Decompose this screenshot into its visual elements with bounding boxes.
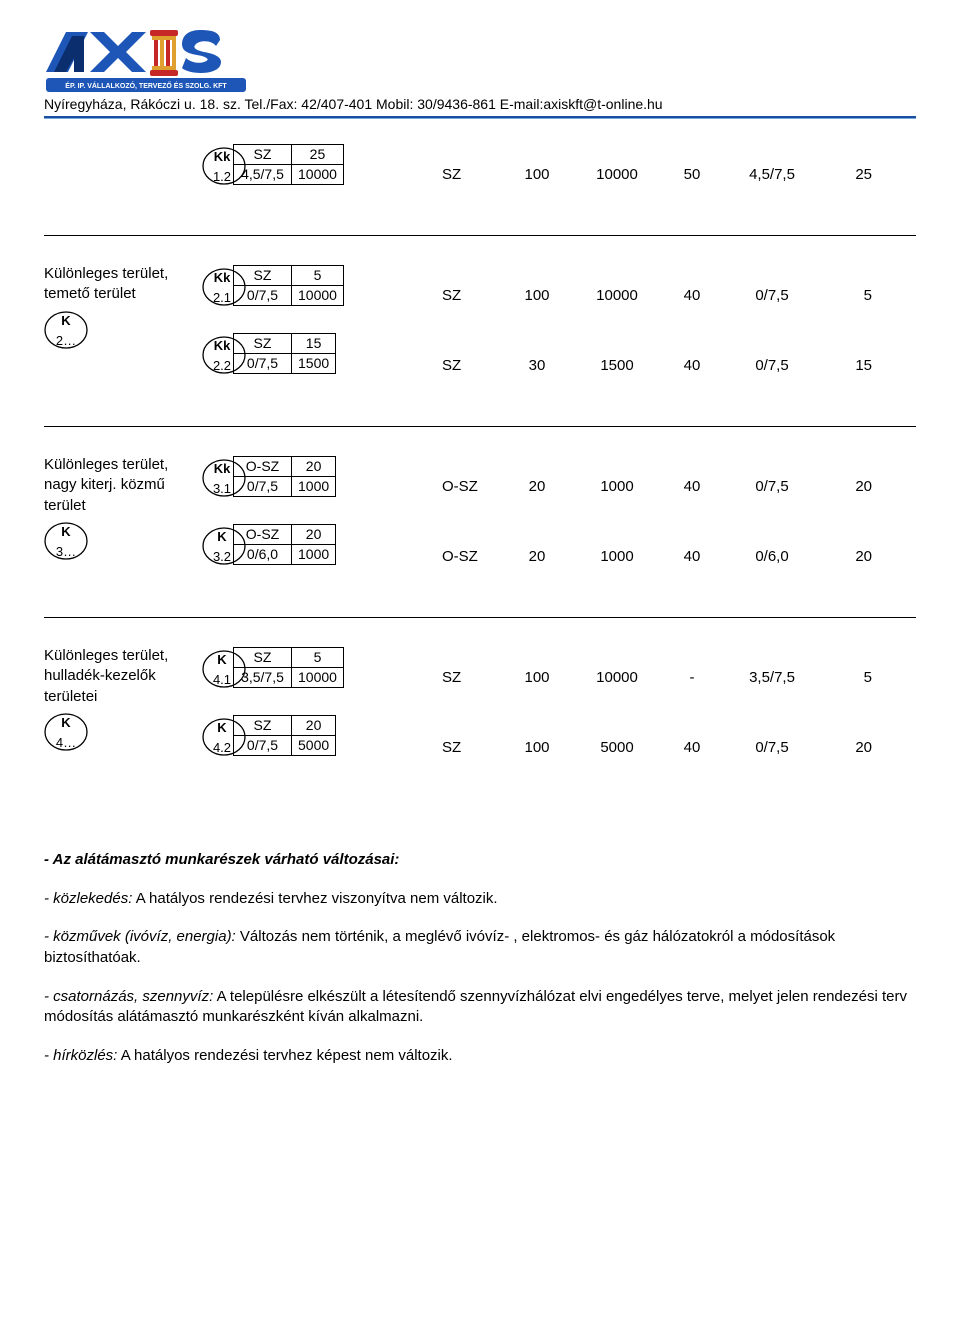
lens-top: K	[202, 720, 242, 735]
block-diagram-col: K4.1SZ53,5/7,510000K4.2SZ200/7,55000	[202, 646, 412, 756]
logo: ÉP. IP. VÁLLALKOZÓ, TERVEZŐ ÉS SZOLG. KF…	[44, 28, 916, 94]
data-row: O-SZ201000400/6,020	[442, 525, 916, 587]
lens-bottom: 1.2	[202, 169, 242, 184]
lens-top: K	[202, 529, 242, 544]
block-diagram-col: Kk3.1O-SZ200/7,51000K3.2O-SZ200/6,01000	[202, 455, 412, 565]
lens-top: K	[44, 524, 88, 539]
lens-top: K	[44, 313, 88, 328]
mini-diagram: Kk2.2SZ150/7,51500	[202, 332, 412, 374]
lens-bottom: 3…	[44, 544, 88, 559]
lens-top: K	[44, 715, 88, 730]
block-data-col: SZ10010000504,5/7,525	[442, 143, 916, 213]
block-diagram-col: Kk1.2SZ254,5/7,510000	[202, 143, 412, 185]
lens-top: K	[202, 652, 242, 667]
mini-diagram: Kk3.1O-SZ200/7,51000	[202, 455, 412, 497]
data-row: SZ10010000504,5/7,525	[442, 143, 916, 205]
prose-p3: - csatornázás, szennyvíz: A településre …	[44, 987, 916, 1028]
data-row: SZ301500400/7,515	[442, 334, 916, 396]
data-row: SZ1005000400/7,520	[442, 716, 916, 778]
lens-bottom: 4.2	[202, 740, 242, 755]
lens-bottom: 2.2	[202, 358, 242, 373]
content-block: Különleges terület, nagy kiterj. közmű t…	[44, 455, 916, 618]
mini-diagram: K4.1SZ53,5/7,510000	[202, 646, 412, 688]
lens-bottom: 3.2	[202, 549, 242, 564]
svg-text:ÉP. IP. VÁLLALKOZÓ, TERVEZŐ ÉS: ÉP. IP. VÁLLALKOZÓ, TERVEZŐ ÉS SZOLG. KF…	[65, 81, 227, 90]
mini-diagram: Kk1.2SZ254,5/7,510000	[202, 143, 412, 185]
content-block: Különleges terület, temető terület K 2… Kk 2…	[44, 264, 916, 427]
prose-section: - Az alátámasztó munkarészek várható vál…	[44, 850, 916, 1067]
mini-diagram: K4.2SZ200/7,55000	[202, 714, 412, 756]
data-row: O-SZ201000400/7,520	[442, 455, 916, 517]
block-description-col: Különleges terület, nagy kiterj. közmű t…	[44, 455, 172, 560]
block-data-col: O-SZ201000400/7,520 O-SZ201000400/6,020	[442, 455, 916, 595]
prose-p1: - közlekedés: A hatályos rendezési tervh…	[44, 889, 916, 910]
block-diagram-col: Kk2.1SZ50/7,510000Kk2.2SZ150/7,51500	[202, 264, 412, 374]
lens-top: Kk	[202, 461, 242, 476]
lens-bottom: 4…	[44, 735, 88, 750]
data-row: SZ10010000400/7,55	[442, 264, 916, 326]
block-data-col: SZ10010000400/7,55 SZ301500400/7,515	[442, 264, 916, 404]
axis-logo-svg: ÉP. IP. VÁLLALKOZÓ, TERVEZŐ ÉS SZOLG. KF…	[44, 28, 254, 94]
contact-line: Nyíregyháza, Rákóczi u. 18. sz. Tel./Fax…	[44, 96, 916, 112]
block-description: Különleges terület, hulladék-kezelők ter…	[44, 646, 172, 707]
lens-top: Kk	[202, 149, 242, 164]
content-block: Különleges terület, hulladék-kezelők ter…	[44, 646, 916, 808]
lens-bottom: 2.1	[202, 290, 242, 305]
mini-diagram: Kk2.1SZ50/7,510000	[202, 264, 412, 306]
prose-heading: - Az alátámasztó munkarészek várható vál…	[44, 850, 916, 871]
prose-p4: - hírközlés: A hatályos rendezési tervhe…	[44, 1046, 916, 1067]
block-description-col: Különleges terület, hulladék-kezelők ter…	[44, 646, 172, 751]
block-description: Különleges terület, temető terület	[44, 264, 172, 305]
data-row: SZ10010000-3,5/7,55	[442, 646, 916, 708]
lens-top: Kk	[202, 338, 242, 353]
lens-bottom: 2…	[44, 333, 88, 348]
block-description: Különleges terület, nagy kiterj. közmű t…	[44, 455, 172, 516]
header-rule	[44, 116, 916, 119]
lens-top: Kk	[202, 270, 242, 285]
content-block: Kk1.2SZ254,5/7,510000SZ10010000504,5/7,5…	[44, 143, 916, 236]
lens-bottom: 4.1	[202, 672, 242, 687]
block-data-col: SZ10010000-3,5/7,55 SZ1005000400/7,520	[442, 646, 916, 786]
block-description-col: Különleges terület, temető terület K 2…	[44, 264, 172, 349]
prose-p2: - közművek (ivóvíz, energia): Változás n…	[44, 927, 916, 968]
lens-bottom: 3.1	[202, 481, 242, 496]
mini-diagram: K3.2O-SZ200/6,01000	[202, 523, 412, 565]
